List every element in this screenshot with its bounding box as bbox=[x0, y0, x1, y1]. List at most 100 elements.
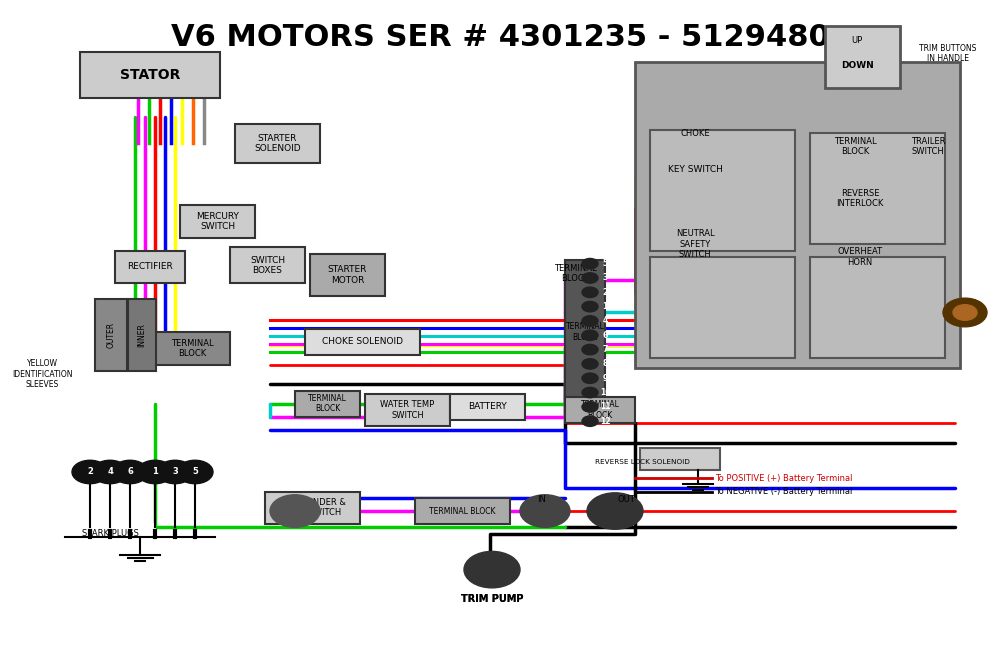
Text: 12: 12 bbox=[600, 417, 610, 426]
Bar bbox=[365, 394, 450, 426]
Circle shape bbox=[112, 460, 148, 484]
Text: STARTER
MOTOR: STARTER MOTOR bbox=[328, 266, 367, 284]
Text: YELLOW
IDENTIFICATION
SLEEVES: YELLOW IDENTIFICATION SLEEVES bbox=[12, 359, 73, 389]
Text: MERCURY
SWITCH: MERCURY SWITCH bbox=[196, 212, 239, 231]
Text: TERMINAL
BLOCK: TERMINAL BLOCK bbox=[308, 394, 347, 413]
Circle shape bbox=[92, 460, 128, 484]
Circle shape bbox=[177, 460, 213, 484]
Text: CHOKE SOLENOID: CHOKE SOLENOID bbox=[322, 337, 403, 346]
Text: STATOR: STATOR bbox=[120, 68, 180, 82]
Text: OUT: OUT bbox=[617, 495, 635, 504]
Text: 7: 7 bbox=[602, 345, 608, 354]
Text: SPARK PLUGS: SPARK PLUGS bbox=[82, 529, 138, 538]
Text: TERMINAL
BLOCK: TERMINAL BLOCK bbox=[581, 400, 619, 420]
Circle shape bbox=[137, 460, 173, 484]
Circle shape bbox=[582, 387, 598, 398]
Text: 5: 5 bbox=[192, 467, 198, 477]
Circle shape bbox=[582, 301, 598, 312]
Circle shape bbox=[270, 495, 320, 527]
Text: 10: 10 bbox=[600, 388, 610, 397]
Bar bbox=[810, 257, 945, 358]
Circle shape bbox=[943, 298, 987, 327]
Text: 4: 4 bbox=[107, 467, 113, 477]
Text: UP: UP bbox=[851, 36, 863, 45]
Text: 8: 8 bbox=[602, 359, 608, 368]
Bar bbox=[450, 394, 525, 420]
Bar bbox=[115, 251, 185, 283]
Bar bbox=[295, 391, 360, 417]
Circle shape bbox=[582, 258, 598, 269]
Circle shape bbox=[582, 402, 598, 412]
Text: 1: 1 bbox=[602, 302, 608, 311]
Text: 3: 3 bbox=[172, 467, 178, 477]
Text: DOWN: DOWN bbox=[841, 61, 873, 70]
Bar bbox=[635, 62, 960, 368]
Bar bbox=[10, 352, 75, 397]
Bar bbox=[180, 205, 255, 238]
Text: STARTER
SOLENOID: STARTER SOLENOID bbox=[254, 133, 301, 153]
Text: REVERSE LOCK SOLENOID: REVERSE LOCK SOLENOID bbox=[595, 459, 690, 465]
Bar bbox=[565, 260, 605, 404]
Circle shape bbox=[582, 330, 598, 340]
Text: V6 MOTORS SER # 4301235 - 5129480: V6 MOTORS SER # 4301235 - 5129480 bbox=[171, 23, 829, 52]
Bar bbox=[155, 332, 230, 365]
Text: WATER TEMP
SWITCH: WATER TEMP SWITCH bbox=[380, 400, 435, 420]
Text: OVERHEAT
HORN: OVERHEAT HORN bbox=[837, 247, 883, 267]
Text: KEY SWITCH: KEY SWITCH bbox=[668, 165, 722, 174]
Bar bbox=[310, 254, 385, 296]
Bar bbox=[235, 124, 320, 163]
Text: 5: 5 bbox=[602, 259, 608, 268]
Text: 11: 11 bbox=[600, 402, 610, 411]
Bar bbox=[65, 524, 155, 544]
Circle shape bbox=[582, 316, 598, 326]
Text: To POSITIVE (+) Battery Terminal: To POSITIVE (+) Battery Terminal bbox=[715, 474, 852, 483]
Bar bbox=[415, 498, 510, 524]
Bar bbox=[80, 52, 220, 98]
Text: REVERSE
INTERLOCK: REVERSE INTERLOCK bbox=[836, 189, 884, 208]
Text: TERMINAL
BLOCK: TERMINAL BLOCK bbox=[834, 137, 876, 156]
Text: TERMINAL BLOCK: TERMINAL BLOCK bbox=[429, 506, 496, 516]
Text: COILS: COILS bbox=[93, 464, 117, 473]
Text: 9: 9 bbox=[602, 374, 608, 383]
Text: 4: 4 bbox=[602, 316, 608, 326]
Circle shape bbox=[953, 305, 977, 320]
Text: 3: 3 bbox=[602, 273, 608, 283]
Text: 1: 1 bbox=[152, 467, 158, 477]
Text: TERMINAL
BLOCK: TERMINAL BLOCK bbox=[171, 339, 214, 358]
Bar bbox=[640, 448, 720, 470]
Text: NEUTRAL
SAFETY
SWITCH: NEUTRAL SAFETY SWITCH bbox=[676, 229, 714, 259]
Text: INNER: INNER bbox=[138, 324, 147, 347]
Text: OUTER: OUTER bbox=[106, 322, 116, 348]
Circle shape bbox=[582, 287, 598, 298]
Text: TRIM PUMP: TRIM PUMP bbox=[461, 594, 523, 603]
Bar bbox=[305, 329, 420, 355]
Bar bbox=[230, 247, 305, 283]
Circle shape bbox=[582, 344, 598, 355]
Text: TERMINAL
BLOCK: TERMINAL BLOCK bbox=[554, 264, 596, 283]
Circle shape bbox=[464, 551, 520, 588]
Circle shape bbox=[72, 460, 108, 484]
Circle shape bbox=[582, 359, 598, 369]
Circle shape bbox=[582, 373, 598, 383]
Text: TRIM PUMP: TRIM PUMP bbox=[461, 594, 524, 604]
Text: SWITCH
BOXES: SWITCH BOXES bbox=[250, 256, 285, 275]
Bar bbox=[650, 257, 795, 358]
Text: TRIM SENDER &
LIMIT SWITCH: TRIM SENDER & LIMIT SWITCH bbox=[279, 498, 346, 518]
Text: RECTIFIER: RECTIFIER bbox=[127, 262, 173, 271]
Bar bbox=[810, 133, 945, 244]
Text: 6: 6 bbox=[127, 467, 133, 477]
Bar bbox=[95, 299, 127, 371]
Bar bbox=[265, 492, 360, 524]
Text: 2: 2 bbox=[602, 288, 608, 297]
Circle shape bbox=[582, 416, 598, 426]
Text: TERMINAL
BLOCK: TERMINAL BLOCK bbox=[566, 322, 604, 342]
Bar bbox=[565, 397, 635, 423]
Bar bbox=[85, 459, 125, 478]
Text: TRAILER
SWITCH: TRAILER SWITCH bbox=[911, 137, 945, 156]
Circle shape bbox=[582, 273, 598, 283]
Text: CHOKE: CHOKE bbox=[680, 129, 710, 138]
Text: IN: IN bbox=[537, 495, 546, 504]
Bar bbox=[650, 130, 795, 251]
Bar bbox=[825, 26, 900, 88]
Circle shape bbox=[520, 495, 570, 527]
